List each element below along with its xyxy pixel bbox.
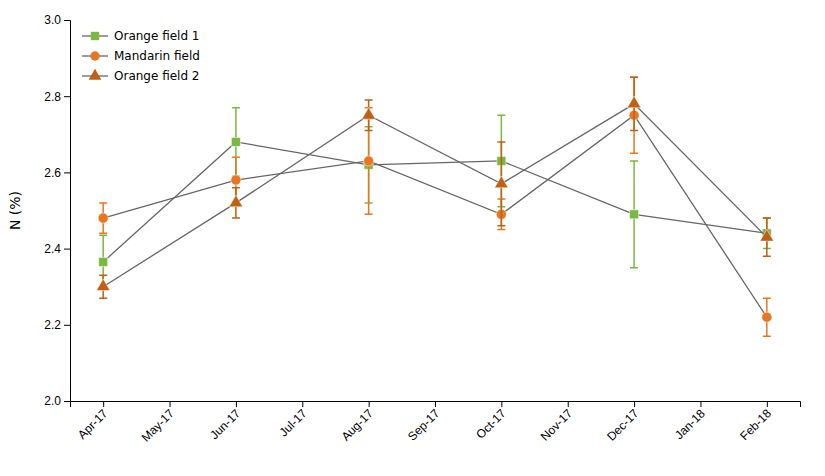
x-tick: Jan-18 (672, 401, 708, 442)
x-tick: Aug-17 (339, 401, 376, 444)
x-tick-label: Feb-18 (737, 406, 774, 443)
error-bar (630, 161, 638, 268)
point (762, 312, 772, 322)
x-tick-mark (236, 401, 237, 407)
point (760, 229, 774, 241)
legend-item: Mandarin field (82, 49, 200, 63)
legend-symbol (90, 51, 99, 60)
y-tick-mark (64, 325, 70, 326)
x-tick-mark (634, 401, 635, 407)
marks (96, 77, 773, 336)
x-tick-label: Dec-17 (604, 406, 641, 443)
legend: Orange field 1 Mandarin field Orange field… (82, 29, 200, 83)
point (98, 213, 108, 223)
legend-label: Orange field 2 (114, 69, 200, 83)
y-tick-mark (64, 20, 70, 21)
y-tick: 2.0 (44, 394, 70, 408)
series (96, 77, 773, 298)
point (96, 279, 110, 291)
y-tick-label: 2.8 (44, 90, 61, 104)
series (98, 77, 772, 336)
y-axis-line (64, 21, 71, 402)
point (229, 195, 243, 207)
x-tick: Sep-17 (405, 401, 442, 444)
x-tick: Nov-17 (538, 401, 575, 444)
y-tick-label: 3.0 (44, 13, 61, 27)
x-tick: Apr-17 (75, 401, 111, 442)
y-tick-label: 2.2 (44, 318, 61, 332)
point (627, 96, 641, 108)
y-tick-mark (64, 96, 70, 97)
series-line (103, 142, 767, 262)
x-axis-line (71, 402, 801, 408)
y-tick: 2.2 (44, 318, 70, 332)
x-tick-mark (568, 401, 569, 407)
series (99, 108, 772, 289)
x-tick-mark (501, 401, 502, 407)
x-tick-mark (369, 401, 370, 407)
x-tick-mark (700, 401, 701, 407)
y-tick-mark (64, 401, 70, 402)
y-axis: 2.0 2.2 2.4 2.6 2.8 3.0 (44, 13, 70, 408)
x-tick-label: Nov-17 (538, 406, 575, 443)
x-tick-label: May-17 (139, 406, 177, 444)
x-tick: May-17 (139, 401, 177, 445)
x-tick: Feb-18 (737, 401, 774, 443)
series-line (103, 104, 767, 287)
y-tick-label: 2.4 (44, 242, 61, 256)
x-tick-label: Sep-17 (405, 406, 442, 443)
y-tick-label: 2.0 (44, 394, 61, 408)
point (362, 107, 376, 119)
x-axis: Apr-17 May-17 Jun-17 Jul-17 Aug-17 Sep-17 Oct-… (71, 401, 801, 445)
x-tick-label: Jun-17 (207, 406, 243, 442)
x-tick-label: Apr-17 (75, 406, 111, 442)
x-tick: Dec-17 (604, 401, 641, 444)
legend-label: Mandarin field (114, 49, 200, 63)
point (495, 176, 509, 188)
x-tick-mark (302, 401, 303, 407)
y-tick: 2.6 (44, 166, 70, 180)
x-tick-label: Jan-18 (672, 406, 708, 442)
legend-label: Orange field 1 (114, 29, 200, 43)
series-line (103, 115, 767, 317)
legend-item: Orange field 1 (82, 29, 200, 43)
point (231, 137, 240, 146)
x-tick: Oct-17 (473, 401, 509, 442)
y-tick: 2.8 (44, 90, 70, 104)
x-tick: Jun-17 (207, 401, 243, 442)
x-tick-label: Oct-17 (473, 406, 509, 442)
y-tick: 2.4 (44, 242, 70, 256)
y-tick: 3.0 (44, 13, 70, 27)
legend-symbol (89, 69, 102, 80)
legend-symbol (91, 32, 99, 40)
y-tick-mark (64, 249, 70, 250)
x-tick-mark (435, 401, 436, 407)
x-tick-mark (103, 401, 104, 407)
x-tick-label: Jul-17 (277, 406, 310, 439)
x-tick: Jul-17 (277, 401, 310, 439)
y-tick-mark (64, 172, 70, 173)
x-tick-mark (767, 401, 768, 407)
y-tick-label: 2.6 (44, 166, 61, 180)
x-tick-mark (170, 401, 171, 407)
x-tick-label: Aug-17 (339, 406, 376, 443)
point (99, 257, 108, 266)
y-axis-title: N (%) (7, 191, 23, 230)
point (364, 156, 374, 166)
plot: 2.0 2.2 2.4 2.6 2.8 3.0 Apr-17 May-17 Jun-17 Jul-… (44, 13, 800, 444)
chart: 2.0 2.2 2.4 2.6 2.8 3.0 Apr-17 May-17 Jun-17 Jul-… (0, 0, 825, 476)
point (630, 210, 639, 219)
point (231, 175, 241, 185)
legend-item: Orange field 2 (82, 69, 200, 84)
